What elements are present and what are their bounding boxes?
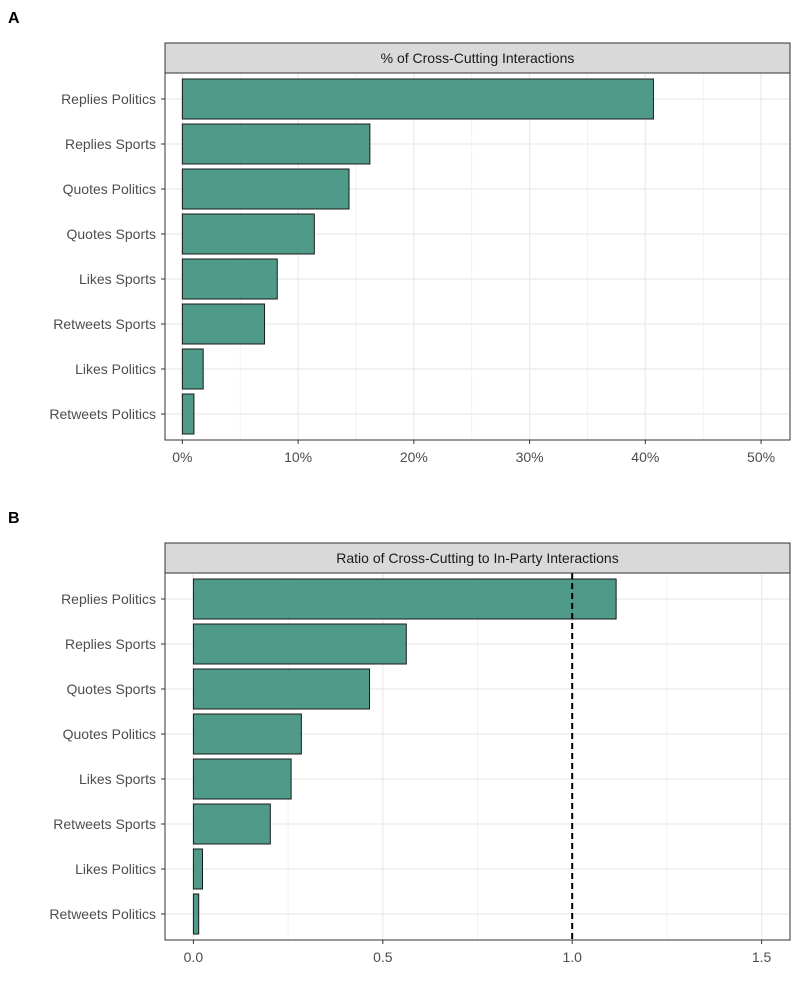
bar-replies-politics (181, 78, 654, 120)
bar-retweets-sports (181, 303, 266, 345)
x-tick-label: 50% (747, 449, 775, 465)
bar-retweets-sports (192, 803, 271, 845)
panel-letter: A (8, 10, 20, 27)
bar-likes-sports (181, 258, 278, 300)
x-tick-label: 10% (284, 449, 312, 465)
y-tick-label: Retweets Politics (49, 406, 156, 422)
y-tick-label: Replies Politics (61, 591, 156, 607)
x-tick-label: 0% (172, 449, 192, 465)
y-tick-label: Quotes Sports (67, 681, 157, 697)
y-tick-label: Likes Sports (79, 271, 156, 287)
bar-quotes-sports (192, 668, 371, 710)
x-tick-label: 1.0 (562, 949, 582, 965)
strip-title: % of Cross-Cutting Interactions (381, 50, 575, 66)
y-tick-label: Replies Sports (65, 636, 156, 652)
bar-replies-sports (192, 623, 407, 665)
y-tick-label: Quotes Politics (63, 726, 156, 742)
x-tick-label: 20% (400, 449, 428, 465)
y-tick-label: Replies Politics (61, 91, 156, 107)
bar-likes-sports (192, 758, 292, 800)
x-tick-label: 40% (631, 449, 659, 465)
bar-quotes-politics (181, 168, 350, 210)
y-tick-label: Replies Sports (65, 136, 156, 152)
x-tick-label: 0.5 (373, 949, 393, 965)
y-tick-label: Retweets Sports (53, 816, 156, 832)
y-tick-label: Quotes Politics (63, 181, 156, 197)
bar-likes-politics (192, 848, 203, 890)
y-tick-label: Likes Sports (79, 771, 156, 787)
panel-border (164, 72, 791, 441)
bar-likes-politics (181, 348, 204, 390)
bar-replies-sports (181, 123, 371, 165)
bar-quotes-sports (181, 213, 315, 255)
y-tick-label: Retweets Sports (53, 316, 156, 332)
strip-header (164, 42, 791, 74)
panel-a: A % of Cross-Cutting Interactions Replies … (8, 10, 791, 465)
panel-b: B Ratio of Cross-Cutting to In-Party Inte… (8, 510, 791, 965)
strip-title: Ratio of Cross-Cutting to In-Party Inter… (336, 550, 618, 566)
panel-letter: B (8, 510, 20, 527)
bar-retweets-politics (192, 893, 200, 935)
x-tick-label: 1.5 (752, 949, 772, 965)
y-tick-label: Retweets Politics (49, 906, 156, 922)
y-tick-label: Quotes Sports (67, 226, 157, 242)
panel-border (164, 572, 791, 941)
y-tick-label: Likes Politics (75, 861, 156, 877)
bar-replies-politics (192, 578, 617, 620)
y-tick-label: Likes Politics (75, 361, 156, 377)
x-tick-label: 0.0 (184, 949, 204, 965)
bar-quotes-politics (192, 713, 302, 755)
bar-retweets-politics (181, 393, 195, 435)
x-tick-label: 30% (516, 449, 544, 465)
